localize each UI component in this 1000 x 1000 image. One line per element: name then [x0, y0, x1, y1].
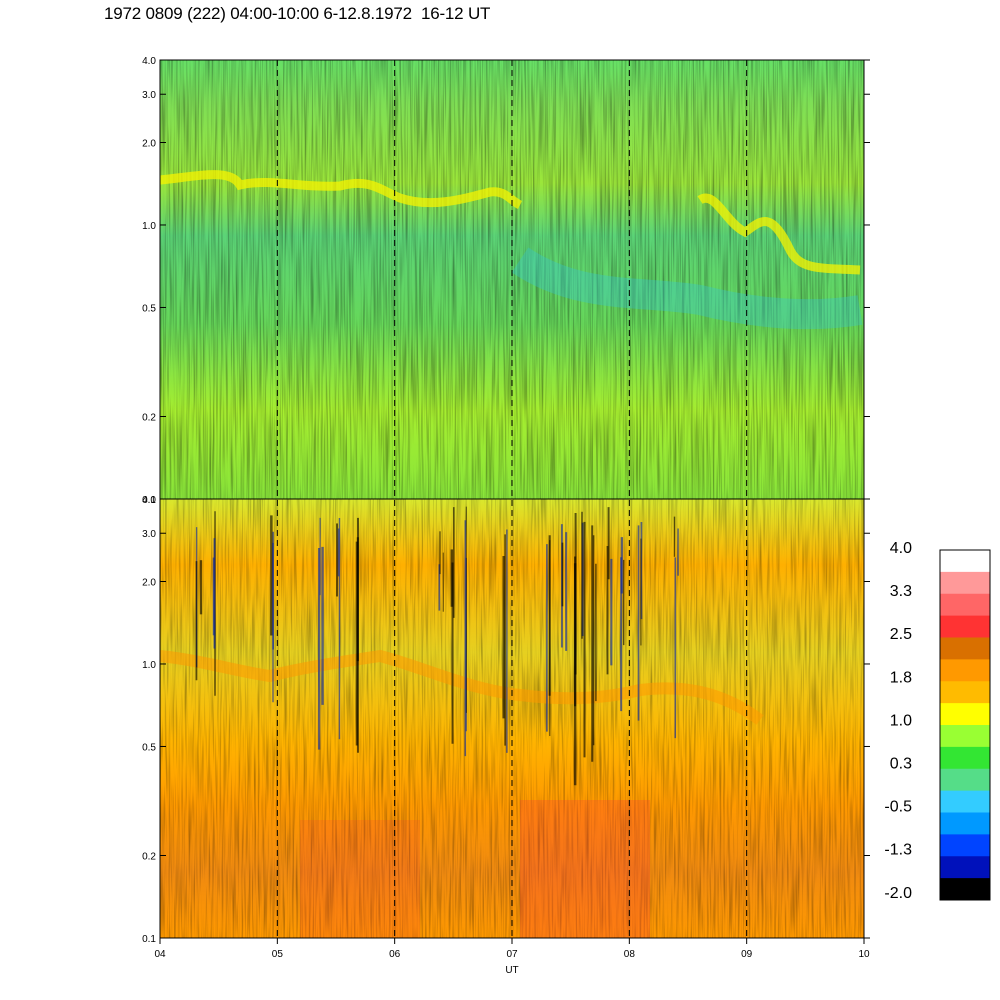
- colorbar-label: 3.3: [890, 583, 912, 600]
- lower-panel-red-region: [520, 800, 650, 938]
- colorbar-swatch: [940, 812, 990, 835]
- colorbar-label: 4.0: [890, 540, 912, 557]
- y-tick-label: 4.0: [142, 495, 156, 506]
- x-tick-label: 04: [154, 949, 166, 960]
- y-tick-label: 2.0: [142, 577, 156, 588]
- colorbar-swatch: [940, 768, 990, 792]
- axes: 4.03.02.01.00.50.20.14.03.02.01.00.50.20…: [142, 56, 870, 976]
- x-tick-label: 07: [506, 949, 518, 960]
- colorbar-swatch: [940, 834, 990, 857]
- colorbar-swatch: [940, 550, 990, 573]
- colorbar-label: -1.3: [884, 842, 912, 859]
- lower-panel-red-region: [300, 820, 420, 938]
- colorbar-swatch: [940, 571, 990, 595]
- colorbar-swatch: [940, 681, 990, 704]
- colorbar-swatch: [940, 746, 990, 770]
- colorbar-label: -0.5: [884, 799, 912, 816]
- upper-panel-yellow-band: [159, 170, 861, 275]
- x-tick-label: 09: [741, 949, 753, 960]
- colorbar-swatch: [940, 790, 990, 813]
- lower-panel-orange-band: [159, 649, 764, 725]
- x-tick-label: 10: [858, 949, 870, 960]
- upper-panel-cyan-patch: [511, 247, 863, 330]
- y-tick-label: 0.1: [142, 934, 156, 945]
- colorbar-label: 0.3: [890, 755, 912, 772]
- y-tick-label: 1.0: [142, 221, 156, 232]
- colorbar-swatch: [940, 856, 990, 879]
- y-tick-label: 1.0: [142, 660, 156, 671]
- colorbar-label: 1.0: [890, 712, 912, 729]
- x-tick-label: 05: [272, 949, 284, 960]
- lower-panel-dark-streaks: [195, 506, 679, 786]
- y-tick-label: 0.5: [142, 303, 156, 314]
- y-tick-label: 0.2: [142, 413, 156, 424]
- colorbar-swatch: [940, 725, 990, 748]
- chart-title: 1972 0809 (222) 04:00-10:00 6-12.8.1972 …: [104, 4, 491, 23]
- y-tick-label: 0.1: [142, 495, 156, 506]
- colorbar-swatch: [940, 615, 990, 638]
- colorbar: 4.0 3.3 2.5 1.8 1.0 0.3 -0.5 -1.3 -2.0: [884, 540, 991, 902]
- x-tick-label: 06: [389, 949, 401, 960]
- colorbar-swatch: [940, 703, 990, 726]
- colorbar-swatch: [940, 637, 990, 660]
- colorbar-frame: [939, 549, 991, 901]
- colorbar-swatch: [940, 593, 990, 617]
- colorbar-label: 1.8: [890, 669, 912, 686]
- y-tick-label: 4.0: [142, 56, 156, 67]
- y-tick-label: 0.2: [142, 852, 156, 863]
- x-axis-label: UT: [505, 965, 518, 976]
- vertical-dashed-lines: [276, 60, 748, 938]
- x-tick-label: 08: [624, 949, 636, 960]
- colorbar-swatch: [940, 878, 990, 901]
- colorbar-swatch: [940, 659, 990, 682]
- y-tick-label: 2.0: [142, 138, 156, 149]
- colorbar-label: 2.5: [890, 626, 912, 643]
- y-tick-label: 3.0: [142, 529, 156, 540]
- y-tick-label: 3.0: [142, 90, 156, 101]
- y-tick-label: 0.5: [142, 742, 156, 753]
- colorbar-label: -2.0: [884, 885, 912, 902]
